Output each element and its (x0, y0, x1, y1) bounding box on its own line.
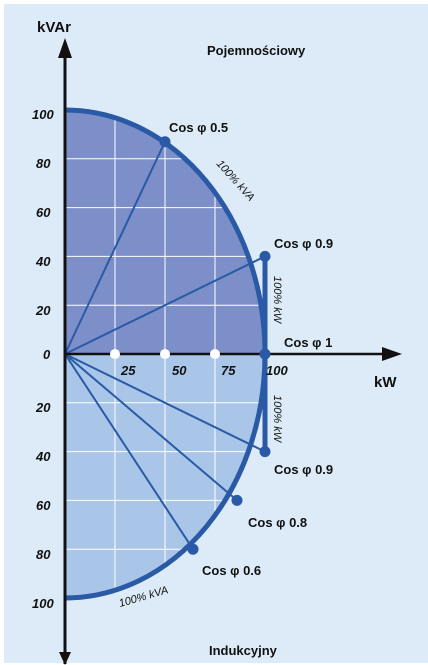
y-axis-label: kVAr (37, 19, 71, 36)
cos-ray (64, 353, 194, 550)
kw-label-lower: 100% kW (271, 395, 283, 444)
x-tick-dot-75 (210, 349, 220, 359)
cos-point (159, 136, 171, 148)
x-tick-dot-50 (160, 349, 170, 359)
y-axis-arrow-down (59, 652, 71, 665)
cos-rays (64, 141, 266, 550)
y-tick-label: 100 (32, 596, 54, 611)
cos-ray (64, 353, 238, 502)
y-axis-arrow-up (58, 38, 72, 58)
cos-point (231, 494, 243, 506)
x-axis-label: kW (374, 374, 397, 391)
cos-point (187, 543, 199, 555)
cos-point (259, 348, 271, 360)
y-tick-label: 100 (32, 107, 54, 122)
x-axis-arrow (382, 347, 402, 361)
cos-point (259, 446, 271, 458)
cos-label-0-6: Cos φ 0.6 (202, 563, 261, 578)
cos-ray (64, 353, 266, 453)
x-tick-label: 100 (266, 363, 288, 378)
cos-label-0-9-lower: Cos φ 0.9 (274, 462, 333, 477)
cos-label-0-8: Cos φ 0.8 (248, 515, 307, 530)
y-tick-label-zero: 0 (43, 347, 51, 362)
y-tick-label: 60 (36, 498, 51, 513)
cos-points (159, 136, 271, 555)
y-tick-label: 40 (35, 254, 51, 269)
cos-ray (64, 141, 166, 355)
y-tick-label: 80 (36, 547, 51, 562)
inductive-label: Indukcyjny (209, 643, 278, 658)
x-tick-label: 75 (221, 363, 236, 378)
x-tick-dot-25 (110, 349, 120, 359)
x-tick-label: 50 (172, 363, 187, 378)
y-tick-label: 20 (35, 303, 51, 318)
cos-point (259, 250, 271, 262)
kw-label-upper: 100% kW (271, 276, 283, 325)
cos-label-0-5: Cos φ 0.5 (169, 120, 228, 135)
cos-ray (64, 255, 266, 355)
cos-label-1: Cos φ 1 (284, 335, 332, 350)
capacitive-label: Pojemnościowy (207, 43, 306, 58)
y-tick-label: 60 (36, 205, 51, 220)
y-tick-label: 20 (35, 400, 51, 415)
y-tick-label: 40 (35, 449, 51, 464)
cos-label-0-9-upper: Cos φ 0.9 (274, 236, 333, 251)
y-tick-label: 80 (36, 156, 51, 171)
x-tick-label: 25 (120, 363, 136, 378)
